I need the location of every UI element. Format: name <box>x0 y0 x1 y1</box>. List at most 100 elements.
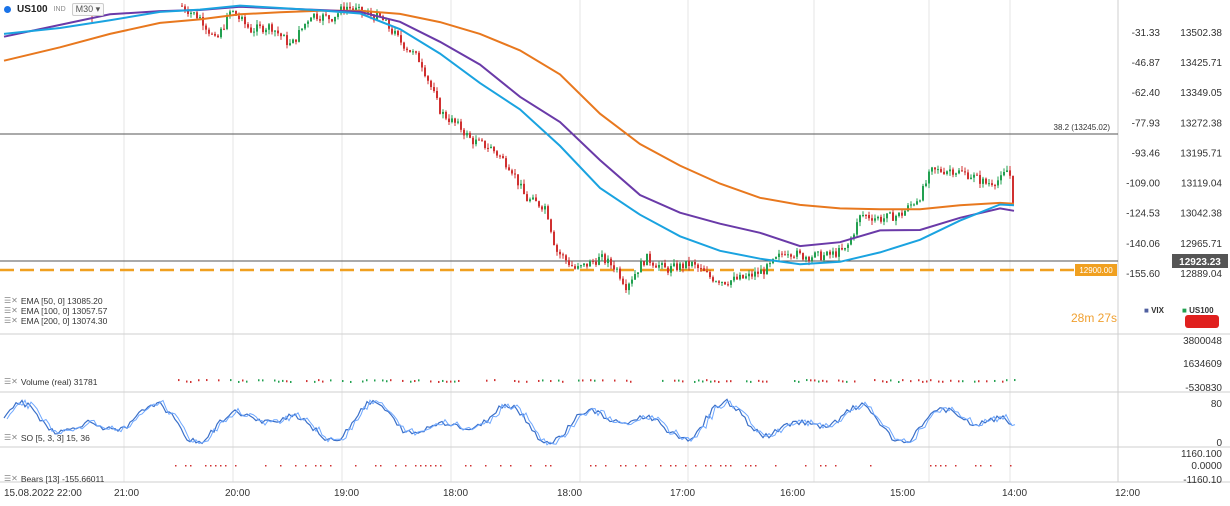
candle-body <box>592 260 594 262</box>
volume-bar <box>1014 379 1016 382</box>
volume-bar <box>278 380 280 383</box>
volume-bar <box>306 380 308 383</box>
candle-body <box>904 210 906 216</box>
bears-bar <box>695 465 697 467</box>
volume-bar <box>814 379 816 382</box>
candle-body <box>697 264 699 269</box>
settings-close-icon[interactable]: ☰✕ <box>4 474 18 483</box>
candle-body <box>934 167 936 170</box>
candle-body <box>565 255 567 261</box>
stochastic-d-line <box>6 399 1016 446</box>
candle-body <box>862 215 864 217</box>
volume-bar <box>822 379 824 382</box>
volume-bar <box>886 380 888 383</box>
volume-bar <box>910 380 912 383</box>
volume-axis: 3800048 1634609 -530830 <box>1183 336 1222 394</box>
candle-body <box>298 30 300 42</box>
candle-body <box>211 33 213 35</box>
bears-bar <box>435 465 437 467</box>
volume-bar <box>514 379 516 382</box>
candle-body <box>214 33 216 36</box>
volume-bar <box>882 380 884 383</box>
candle-body <box>391 28 393 34</box>
vix-legend[interactable]: ■ VIX <box>1144 306 1164 315</box>
time-tick-label: 17:00 <box>670 488 695 499</box>
settings-close-icon[interactable]: ☰✕ <box>4 433 18 442</box>
candle-body <box>595 261 597 265</box>
candle-body <box>775 257 777 259</box>
volume-bar <box>590 379 592 382</box>
bears-bar <box>670 465 672 467</box>
candle-body <box>706 270 708 273</box>
candle-body <box>580 265 582 267</box>
stochastic-k-line <box>3 398 1013 445</box>
volume-panel-label[interactable]: ☰✕ Volume (real) 31781 <box>4 377 97 387</box>
volume-bar <box>438 380 440 383</box>
volume-bars <box>178 379 1016 383</box>
candle-body <box>397 30 399 36</box>
bears-bar <box>940 465 942 467</box>
price-tick-label: 13042.38 <box>1180 209 1222 220</box>
bears-bar <box>775 465 777 467</box>
candle-body <box>406 48 408 51</box>
candle-body <box>913 204 915 206</box>
volume-bar <box>898 380 900 383</box>
settings-close-icon[interactable]: ☰✕ <box>4 377 18 386</box>
symbol-name[interactable]: US100 <box>17 3 48 15</box>
volume-bar <box>418 379 420 382</box>
candle-body <box>319 19 321 21</box>
volume-bar <box>694 380 696 383</box>
candle-body <box>742 274 744 279</box>
settings-close-icon[interactable]: ☰✕ <box>4 306 18 315</box>
volume-bar <box>1006 379 1008 382</box>
candle-body <box>643 261 645 266</box>
candle-body <box>403 42 405 49</box>
candle-body <box>484 140 486 148</box>
candle-body <box>694 262 696 265</box>
candle-body <box>937 169 939 171</box>
candle-body <box>490 146 492 149</box>
candle-body <box>241 16 243 20</box>
time-tick-label: 12:00 <box>1115 488 1140 499</box>
us100-legend[interactable]: ■ US100 <box>1182 306 1214 315</box>
indicator-row[interactable]: ☰✕ EMA [100, 0] 13057.57 <box>4 306 107 316</box>
candle-body <box>559 251 561 255</box>
candle-body <box>334 16 336 22</box>
timeframe-select[interactable]: M30 ▾ <box>71 2 105 16</box>
bears-bar <box>305 465 307 467</box>
candle-body <box>343 6 345 12</box>
settings-close-icon[interactable]: ☰✕ <box>4 316 18 325</box>
candle-body <box>523 183 525 195</box>
candle-body <box>502 156 504 159</box>
candle-body <box>901 212 903 216</box>
price-level-tag[interactable] <box>1075 264 1117 276</box>
indicator-row[interactable]: ☰✕ EMA [50, 0] 13085.20 <box>4 296 107 306</box>
volume-bar <box>602 379 604 382</box>
volume-bar <box>558 379 560 382</box>
volume-bar <box>562 380 564 383</box>
stochastic-panel-label[interactable]: ☰✕ SO [5, 3, 3] 15, 36 <box>4 433 90 443</box>
settings-close-icon[interactable]: ☰✕ <box>4 296 18 305</box>
candle-body <box>367 12 369 14</box>
candle-body <box>283 35 285 37</box>
fib-label: 38.2 (13245.02) <box>1054 123 1111 132</box>
bears-panel-label[interactable]: ☰✕ Bears [13] -155.66011 <box>4 474 104 484</box>
points-axis: -31.33 -46.87 -62.40 -77.93 -93.46 -109.00 -12… <box>1126 28 1160 280</box>
volume-bar <box>342 380 344 383</box>
sell-button[interactable] <box>1185 315 1219 328</box>
candle-body <box>877 216 879 219</box>
candle-body <box>442 111 444 114</box>
candle-body <box>583 263 585 266</box>
volume-bar <box>494 379 496 382</box>
time-axis: 15.08.2022 22:00 21:00 20:00 19:00 18:00 18:0… <box>4 488 1140 499</box>
candle-body <box>454 118 456 123</box>
candle-body <box>1003 172 1005 176</box>
candle-body <box>718 281 720 283</box>
candle-body <box>517 174 519 186</box>
volume-bar <box>446 380 448 383</box>
volume-bar <box>362 380 364 383</box>
indicator-row[interactable]: ☰✕ EMA [200, 0] 13074.30 <box>4 316 107 326</box>
candle-body <box>496 151 498 156</box>
points-tick-label: -124.53 <box>1126 209 1160 220</box>
